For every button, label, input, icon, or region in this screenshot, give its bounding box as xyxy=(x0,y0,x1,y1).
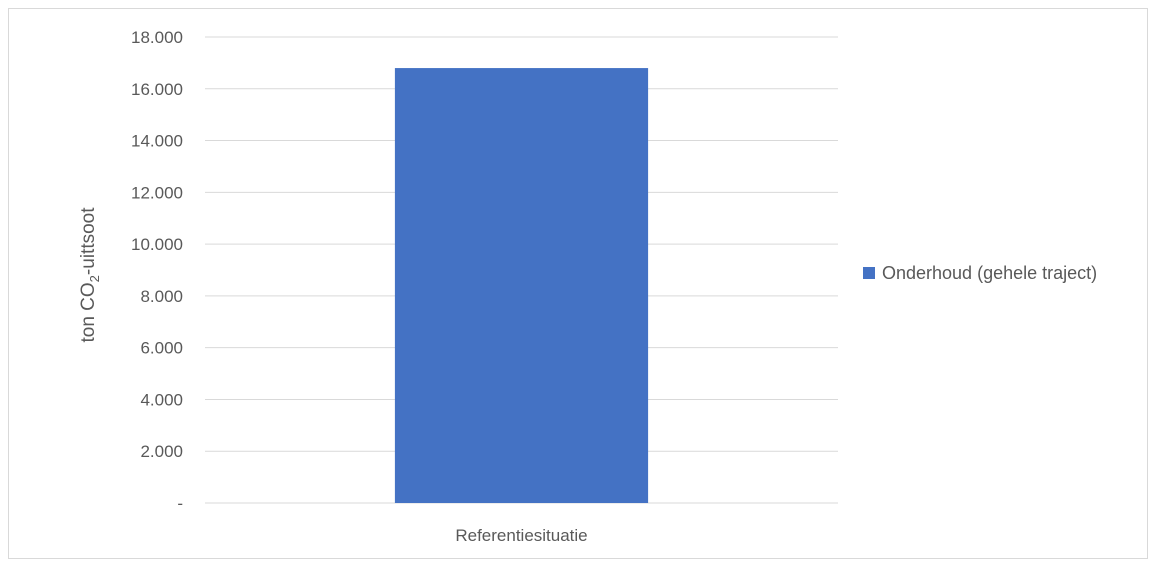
y-tick-label: 10.000 xyxy=(131,235,183,254)
y-tick-label: 6.000 xyxy=(140,339,183,358)
legend: Onderhoud (gehele traject) xyxy=(863,263,1097,283)
y-axis-title-main: ton CO xyxy=(78,282,99,342)
legend-label: Onderhoud (gehele traject) xyxy=(882,263,1097,283)
y-tick-label: 2.000 xyxy=(140,442,183,461)
y-tick-label: 18.000 xyxy=(131,28,183,47)
legend-swatch xyxy=(863,267,875,279)
y-tick-label: - xyxy=(177,494,183,513)
y-axis-tick-labels: - 2.000 4.000 6.000 8.000 10.000 12.000 14.000 1… xyxy=(131,28,183,513)
bar-referentiesituatie xyxy=(394,68,649,504)
x-tick-label: Referentiesituatie xyxy=(455,526,587,545)
y-tick-label: 12.000 xyxy=(131,183,183,202)
y-axis-title: ton CO2-uittsoot xyxy=(78,207,102,343)
y-axis-title-tail: -uittsoot xyxy=(78,207,99,275)
x-axis-tick-labels: Referentiesituatie xyxy=(455,526,587,545)
bars xyxy=(394,68,649,504)
y-tick-label: 16.000 xyxy=(131,80,183,99)
y-tick-label: 14.000 xyxy=(131,132,183,151)
y-tick-label: 8.000 xyxy=(140,287,183,306)
y-tick-label: 4.000 xyxy=(140,390,183,409)
y-axis-title-subscript: 2 xyxy=(87,275,102,282)
